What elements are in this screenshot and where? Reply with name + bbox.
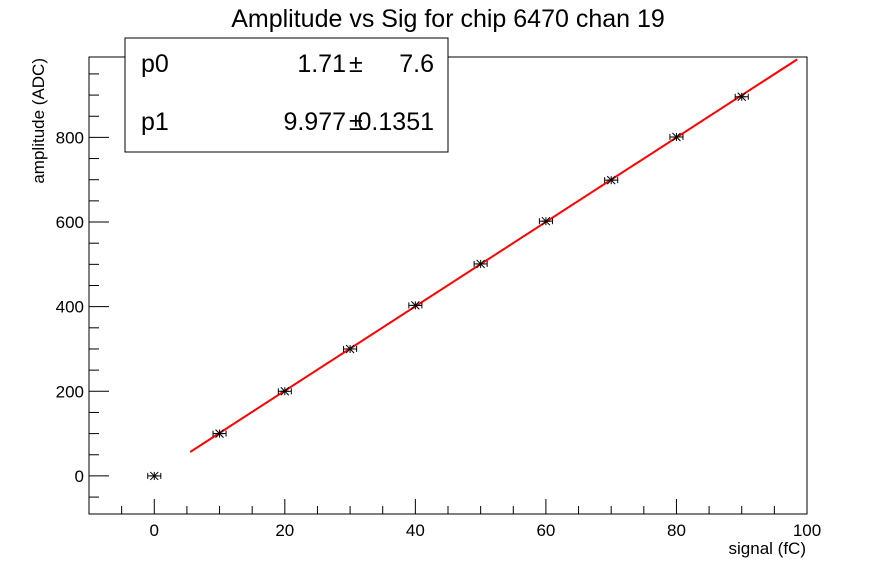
data-point [734,92,749,102]
data-point [212,429,227,438]
data-points-group [147,92,749,481]
data-point [669,132,684,142]
star-marker-d2 [737,92,747,102]
x-axis-ticks: 0 20 40 60 80 100 [88,499,821,540]
star-marker-d2 [606,175,616,185]
data-point [604,175,619,185]
stats-param-error: 0.1351 [358,108,434,136]
y-tick-label: 600 [56,213,84,232]
y-axis-label: amplitude (ADC) [29,58,48,184]
star-marker-d2 [280,386,290,396]
stats-param-name: p1 [141,108,169,136]
x-axis-label: signal (fC) [729,539,806,558]
x-tick-label: 60 [536,521,555,540]
star-marker-d2 [149,471,159,481]
data-point [408,301,423,310]
x-tick-label: 80 [667,521,686,540]
star-marker-d2 [215,429,224,438]
stats-param-error: 7.6 [399,50,434,78]
star-marker-d2 [672,132,681,142]
chart-title: Amplitude vs Sig for chip 6470 chan 19 [231,5,665,33]
x-tick-label: 40 [406,521,425,540]
data-point [277,386,292,396]
data-point [538,216,553,226]
star-marker-d2 [476,259,485,269]
y-tick-label: 200 [56,382,84,401]
y-tick-label: 400 [56,298,84,317]
stats-param-name: p0 [141,50,169,78]
star-marker-d2 [541,216,551,226]
y-axis-ticks: 0 200 400 600 800 [56,73,109,498]
stats-param-value: 1.71 [297,50,346,78]
data-point [147,471,162,481]
fit-line [189,58,798,453]
data-point [343,344,358,354]
stats-plus-minus: ± [349,50,363,78]
y-tick-label: 800 [56,128,84,147]
stats-box-border [124,37,449,153]
x-tick-label: 0 [150,521,159,540]
y-tick-label: 0 [75,467,84,486]
stats-plus-minus: ± [349,108,363,136]
data-point [473,259,488,269]
fit-stats-box: p0 1.71 ±7.6p1 9.977 ±0.1351 [124,37,449,153]
x-tick-label: 100 [793,521,821,540]
star-marker-d2 [411,301,420,310]
stats-param-value: 9.977 [283,108,346,136]
fit-line-group [189,58,798,453]
star-marker-d2 [345,344,355,354]
x-tick-label: 20 [275,521,294,540]
